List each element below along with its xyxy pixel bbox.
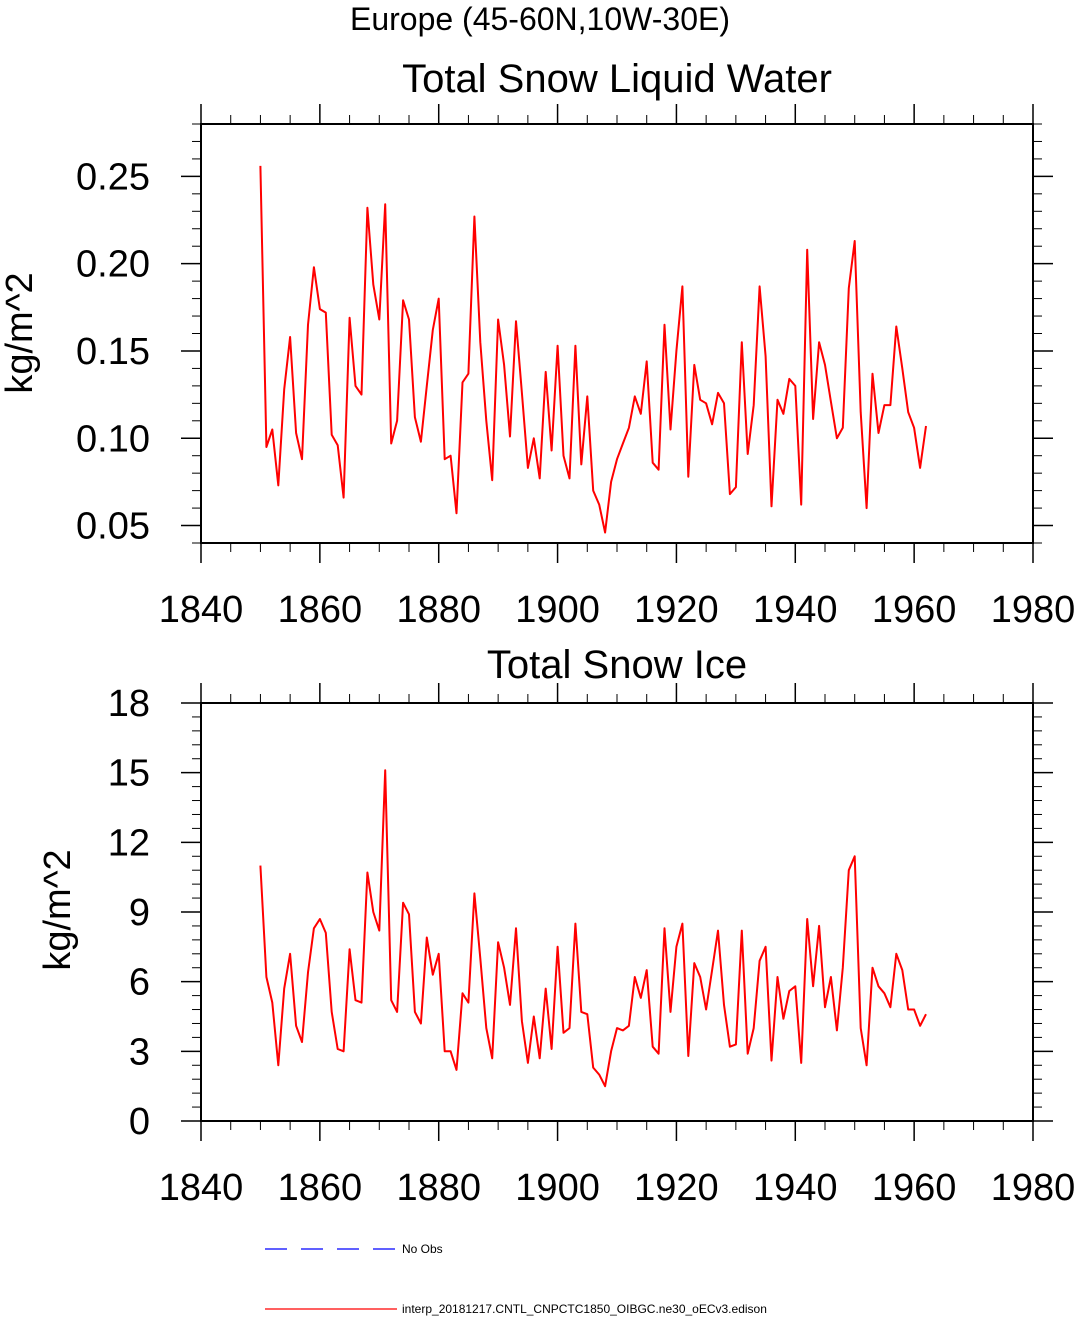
x-tick-label: 1980 [991,1167,1076,1209]
x-tick-label: 1880 [396,1167,481,1209]
chart-title: Total Snow Liquid Water [402,57,832,101]
x-tick-label: 1920 [634,1167,719,1209]
figure-suptitle: Europe (45-60N,10W-30E) [350,1,730,37]
x-tick-label: 1900 [515,1167,600,1209]
y-tick-label: 12 [108,822,150,864]
y-tick-label: 18 [108,683,150,725]
x-tick-label: 1840 [159,589,244,631]
y-tick-label: 0.10 [76,418,150,460]
x-tick-label: 1860 [278,589,363,631]
panel-snow-liquid-water: Total Snow Liquid Water kg/m^2 1840 1860 188… [0,57,1075,631]
plot-frame [200,702,1034,1122]
x-tick-label: 1900 [515,589,600,631]
x-tick-label: 1940 [753,1167,838,1209]
y-tick-label: 15 [108,753,150,795]
legend-label-model-run: interp_20181217.CNTL_CNPCTC1850_OIBGC.ne… [402,1302,767,1316]
x-tick-label: 1960 [872,589,957,631]
y-tick-label: 3 [129,1031,150,1073]
y-axis-label: kg/m^2 [37,849,79,970]
y-tick-label: 9 [129,892,150,934]
series-line [259,769,927,1088]
x-tick-label: 1960 [872,1167,957,1209]
x-tick-label: 1860 [278,1167,363,1209]
series-line [259,165,927,534]
y-tick-label: 6 [129,962,150,1004]
y-axis-label: kg/m^2 [0,272,41,393]
legend-label-no-obs: No Obs [402,1242,443,1256]
plot-frame [200,123,1034,544]
x-tick-label: 1940 [753,589,838,631]
y-tick-label: 0.15 [76,331,150,373]
x-tick-label: 1880 [396,589,481,631]
y-tick-label: 0 [129,1101,150,1143]
legend: No Obs interp_20181217.CNTL_CNPCTC1850_O… [265,1242,767,1316]
x-tick-label: 1980 [991,589,1076,631]
x-tick-label: 1920 [634,589,719,631]
y-tick-label: 0.05 [76,506,150,548]
y-tick-label: 0.25 [76,156,150,198]
x-tick-label: 1840 [159,1167,244,1209]
y-tick-label: 0.20 [76,244,150,286]
chart-title: Total Snow Ice [487,643,747,687]
